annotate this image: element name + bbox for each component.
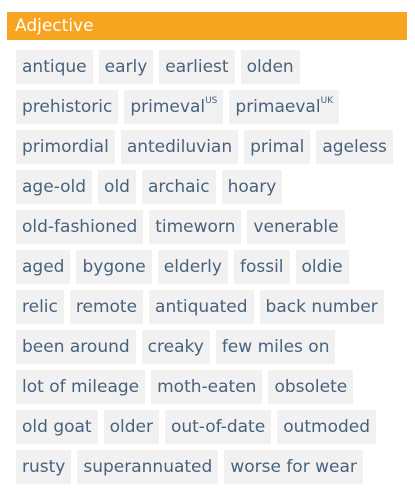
synonym-chip[interactable]: timeworn (149, 210, 242, 244)
synonym-label: lot of mileage (22, 377, 140, 397)
synonym-chip[interactable]: remote (69, 290, 144, 324)
region-marker: US (205, 96, 218, 106)
synonym-chip[interactable]: primaevalUK (229, 90, 340, 124)
synonym-chip[interactable]: venerable (247, 210, 345, 244)
synonym-row: lot of mileage moth-eaten obsolete (16, 370, 411, 410)
synonym-row: old-fashioned timeworn venerable (16, 210, 411, 250)
synonym-chip[interactable]: old-fashioned (16, 210, 144, 244)
synonym-chip[interactable]: age-old (16, 170, 93, 204)
synonym-chip[interactable]: elderly (157, 250, 228, 284)
synonym-chip[interactable]: old (98, 170, 136, 204)
synonym-chip[interactable]: obsolete (268, 370, 354, 404)
synonym-chip[interactable]: primevalUS (124, 90, 224, 124)
synonym-row: prehistoric primevalUS primaevalUK (16, 90, 411, 130)
synonym-label: antiquated (155, 297, 248, 317)
synonym-label: superannuated (83, 457, 213, 477)
synonym-chip[interactable]: bygone (76, 250, 152, 284)
synonym-row: antique early earliest olden (16, 50, 411, 90)
synonym-label: primaeval (235, 97, 321, 117)
synonym-label: hoary (227, 177, 277, 197)
synonym-label: fossil (239, 257, 284, 277)
synonym-label: age-old (22, 177, 87, 197)
synonym-label: few miles on (221, 337, 330, 357)
synonym-label: antediluvian (126, 137, 233, 157)
synonym-chip[interactable]: superannuated (77, 450, 219, 484)
synonym-chip[interactable]: olden (240, 50, 300, 84)
synonym-chip[interactable]: few miles on (215, 330, 336, 364)
synonym-label: old-fashioned (22, 217, 138, 237)
synonym-label: relic (22, 297, 58, 317)
synonym-chip[interactable]: outmoded (277, 410, 377, 444)
synonym-list: antique early earliest olden prehistoric prim… (16, 50, 411, 490)
synonym-chip[interactable]: antique (16, 50, 93, 84)
synonym-chip[interactable]: hoary (221, 170, 283, 204)
synonym-chip[interactable]: been around (16, 330, 136, 364)
synonym-chip[interactable]: early (98, 50, 154, 84)
synonym-chip[interactable]: oldie (295, 250, 349, 284)
synonym-label: remote (75, 297, 138, 317)
synonym-chip[interactable]: primordial (16, 130, 115, 164)
synonym-label: earliest (165, 57, 229, 77)
synonym-row: relic remote antiquated back number (16, 290, 411, 330)
synonym-chip[interactable]: creaky (141, 330, 210, 364)
synonym-label: venerable (253, 217, 339, 237)
section-title: Adjective (15, 16, 94, 36)
synonym-chip[interactable]: ageless (316, 130, 393, 164)
synonym-chip[interactable]: back number (259, 290, 384, 324)
synonym-chip[interactable]: aged (16, 250, 71, 284)
synonym-label: back number (265, 297, 378, 317)
synonym-chip[interactable]: moth-eaten (151, 370, 263, 404)
section-header: Adjective (7, 12, 407, 40)
synonym-chip[interactable]: earliest (159, 50, 235, 84)
synonym-label: creaky (147, 337, 204, 357)
synonym-chip[interactable]: primal (244, 130, 311, 164)
synonym-label: early (104, 57, 148, 77)
synonym-row: old goat older out-of-date outmoded (16, 410, 411, 450)
synonym-label: primeval (130, 97, 206, 117)
synonym-label: been around (22, 337, 130, 357)
synonym-row: rusty superannuated worse for wear (16, 450, 411, 490)
synonym-label: antique (22, 57, 87, 77)
synonym-label: ageless (322, 137, 387, 157)
synonym-label: primal (250, 137, 305, 157)
synonym-label: primordial (22, 137, 109, 157)
synonym-row: primordial antediluvian primal ageless (16, 130, 411, 170)
synonym-chip[interactable]: relic (16, 290, 64, 324)
synonym-chip[interactable]: rusty (16, 450, 72, 484)
synonym-chip[interactable]: fossil (233, 250, 290, 284)
synonym-label: obsolete (274, 377, 348, 397)
synonym-label: worse for wear (230, 457, 357, 477)
synonym-row: age-old old archaic hoary (16, 170, 411, 210)
synonym-chip[interactable]: lot of mileage (16, 370, 146, 404)
synonym-chip[interactable]: archaic (141, 170, 216, 204)
synonym-label: timeworn (155, 217, 236, 237)
synonym-row: aged bygone elderly fossil oldie (16, 250, 411, 290)
synonym-label: old (104, 177, 130, 197)
synonym-chip[interactable]: old goat (16, 410, 98, 444)
synonym-label: older (109, 417, 153, 437)
synonym-chip[interactable]: antediluvian (120, 130, 239, 164)
synonym-label: elderly (163, 257, 222, 277)
synonym-label: aged (22, 257, 65, 277)
synonym-label: moth-eaten (157, 377, 257, 397)
synonym-chip[interactable]: prehistoric (16, 90, 119, 124)
synonym-label: out-of-date (170, 417, 266, 437)
synonym-label: outmoded (283, 417, 371, 437)
region-marker: UK (320, 96, 334, 106)
synonym-chip[interactable]: older (103, 410, 159, 444)
synonym-label: prehistoric (22, 97, 113, 117)
synonym-label: oldie (301, 257, 343, 277)
synonym-label: archaic (147, 177, 210, 197)
synonym-chip[interactable]: antiquated (149, 290, 254, 324)
synonym-label: old goat (22, 417, 92, 437)
synonym-chip[interactable]: worse for wear (224, 450, 363, 484)
synonym-label: bygone (82, 257, 146, 277)
synonym-label: rusty (22, 457, 66, 477)
synonym-chip[interactable]: out-of-date (164, 410, 272, 444)
synonym-label: olden (246, 57, 294, 77)
synonym-row: been around creaky few miles on (16, 330, 411, 370)
